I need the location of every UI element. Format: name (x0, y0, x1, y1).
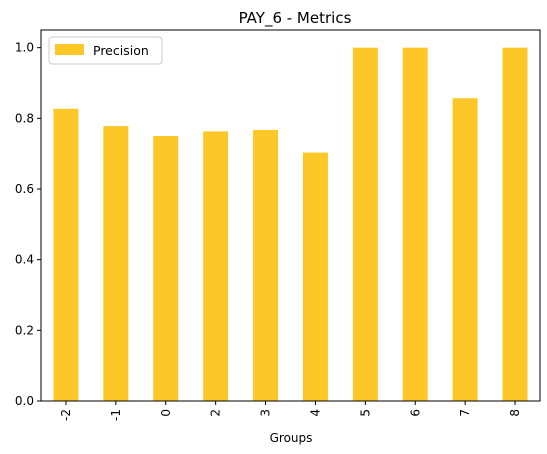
legend[interactable]: Precision (48, 36, 163, 65)
x-tick-label: -2 (59, 409, 73, 421)
legend-box (48, 36, 163, 65)
x-tick-label: 5 (358, 409, 372, 417)
y-tick-label: 0.0 (15, 394, 34, 408)
bar-4 (302, 152, 328, 401)
bar-0 (153, 136, 179, 401)
bar-5 (352, 47, 378, 402)
y-tick-label: 0.2 (15, 323, 34, 337)
bar-3 (253, 129, 279, 401)
chart-title: PAY_6 - Metrics (239, 9, 352, 28)
bar--2 (53, 108, 79, 401)
x-tick-label: 3 (259, 409, 273, 417)
x-tick-label: -1 (109, 409, 123, 421)
bars-group (53, 47, 528, 402)
x-axis: -2 -1 0 2 3 4 5 6 7 8 (59, 401, 522, 421)
x-tick-label: 8 (508, 409, 522, 417)
x-axis-label: Groups (270, 431, 313, 445)
plot-frame (40, 29, 541, 402)
y-tick-label: 0.8 (15, 111, 34, 125)
legend-swatch-precision (55, 44, 84, 55)
y-tick-label: 0.4 (15, 253, 34, 267)
x-tick-label: 6 (408, 409, 422, 417)
bar-7 (452, 98, 478, 402)
y-axis: 0.0 0.2 0.4 0.6 0.8 1.0 (15, 41, 41, 408)
x-tick-label: 2 (209, 409, 223, 417)
legend-label-precision: Precision (93, 43, 149, 58)
x-tick-label: 7 (458, 409, 472, 417)
bar-8 (502, 47, 528, 402)
bar-6 (402, 47, 428, 402)
x-tick-label: 0 (159, 409, 173, 417)
y-tick-label: 0.6 (15, 182, 34, 196)
x-tick-label: 4 (308, 409, 322, 417)
bar--1 (103, 126, 129, 402)
bar-2 (203, 131, 229, 401)
y-tick-label: 1.0 (15, 41, 34, 55)
